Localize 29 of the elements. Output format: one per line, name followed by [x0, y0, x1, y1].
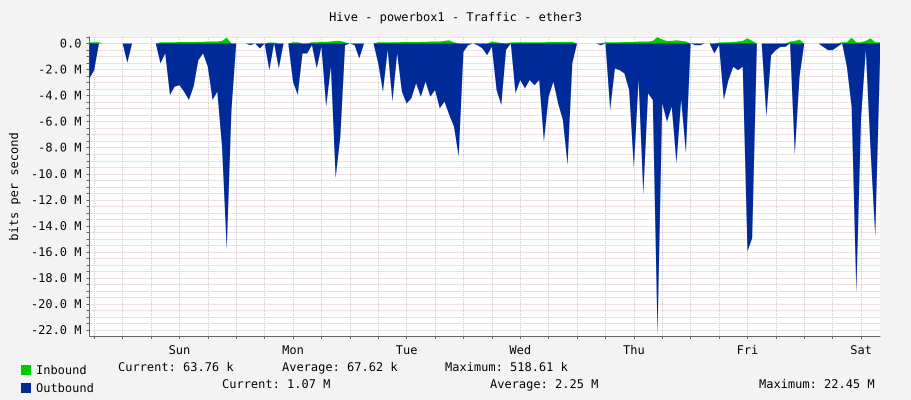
- y-axis-title: bits per second: [7, 132, 21, 241]
- legend-label: Outbound: [36, 381, 94, 395]
- y-tick-label: -2.0 M: [38, 62, 82, 77]
- text: Current: 1.07 M: [222, 377, 330, 391]
- text: Average: 2.25 M: [490, 377, 598, 391]
- y-tick-label: -8.0 M: [38, 140, 82, 155]
- text: Average: 67.62 k: [282, 360, 398, 374]
- x-tick-label: Sat: [850, 343, 872, 357]
- y-tick-label: -14.0 M: [30, 218, 82, 233]
- x-tick-label: Thu: [623, 343, 645, 357]
- chart-title: Hive - powerbox1 - Traffic - ether3: [329, 10, 582, 24]
- y-tick-label: 0.0: [60, 36, 82, 51]
- x-tick-label: Wed: [509, 343, 532, 357]
- text: Current: 63.76 k: [118, 360, 234, 374]
- text: Maximum: 22.45 M: [759, 377, 875, 391]
- x-tick-label: Sun: [168, 343, 190, 357]
- y-tick-label: -12.0 M: [30, 192, 82, 207]
- y-tick-label: -18.0 M: [30, 271, 82, 286]
- y-tick-label: -22.0 M: [30, 323, 82, 338]
- text: Maximum: 518.61 k: [445, 360, 569, 374]
- y-tick-label: -16.0 M: [30, 244, 82, 259]
- x-tick-label: Mon: [282, 343, 304, 357]
- x-tick-label: Fri: [736, 343, 758, 357]
- legend-label: Inbound: [36, 363, 87, 377]
- y-tick-label: -20.0 M: [30, 297, 82, 312]
- y-tick-label: -10.0 M: [30, 166, 82, 181]
- y-tick-label: -6.0 M: [38, 114, 82, 129]
- x-tick-label: Tue: [396, 343, 418, 357]
- y-tick-label: -4.0 M: [38, 88, 82, 103]
